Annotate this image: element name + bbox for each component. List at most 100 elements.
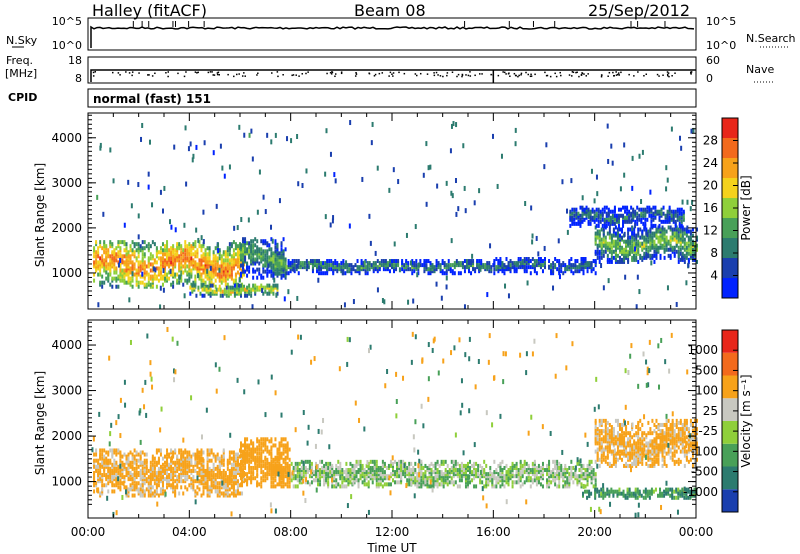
power-cell	[192, 264, 195, 269]
velocity-cell	[278, 443, 281, 448]
nave-point	[509, 75, 511, 77]
velocity-cell	[410, 472, 413, 477]
velocity-cell	[424, 470, 427, 475]
power-cell	[159, 250, 162, 255]
velocity-cell	[448, 474, 451, 479]
power-cell	[143, 268, 146, 273]
velocity-cell	[286, 463, 289, 468]
power-cell	[574, 265, 577, 270]
velocity-cell	[153, 491, 156, 496]
velocity-cell	[121, 475, 124, 480]
nave-point	[276, 71, 279, 73]
power-cell	[601, 207, 604, 212]
power-scatter-cell	[341, 270, 344, 276]
power-cell	[176, 244, 179, 249]
power-cell	[235, 285, 238, 290]
power-cell	[586, 261, 589, 266]
power-cell	[226, 252, 229, 257]
velocity-cell	[190, 481, 193, 486]
velocity-cell	[460, 478, 463, 483]
power-cell	[598, 231, 601, 236]
power-cell	[202, 278, 205, 283]
power-cell	[190, 262, 193, 267]
power-cell	[201, 287, 204, 292]
velocity-cell	[276, 451, 279, 456]
power-cell	[143, 240, 146, 245]
velocity-cell	[392, 472, 394, 477]
velocity-cell	[218, 485, 221, 490]
velocity-cell	[186, 456, 189, 461]
power-scatter-cell	[243, 132, 246, 138]
power-cell	[652, 205, 655, 210]
power-cell	[338, 267, 341, 272]
power-cell	[113, 250, 116, 255]
nave-point	[643, 75, 645, 77]
power-cell	[594, 241, 597, 246]
power-scatter-cell	[178, 274, 181, 280]
power-cell	[111, 252, 114, 257]
velocity-cell	[224, 477, 227, 482]
power-cell	[129, 260, 132, 265]
velocity-cell	[460, 461, 463, 466]
power-scatter-cell	[665, 165, 668, 171]
velocity-cell	[256, 459, 259, 464]
power-cell	[521, 263, 524, 268]
power-cell	[133, 242, 136, 247]
power-scatter-cell	[173, 144, 176, 150]
velocity-cell	[151, 485, 154, 490]
power-cell	[220, 268, 223, 273]
power-cell	[562, 263, 565, 268]
velocity-cell	[396, 470, 399, 475]
power-cell	[679, 237, 682, 242]
power-cell	[252, 243, 255, 248]
power-cell	[613, 221, 616, 226]
power-cell	[571, 211, 574, 216]
velocity-cell	[264, 461, 267, 466]
power-cell	[260, 253, 263, 258]
power-cell	[461, 265, 464, 270]
power-cell	[159, 272, 162, 277]
velocity-cell	[256, 451, 259, 456]
velocity-cell	[418, 480, 421, 485]
velocity-cell	[436, 461, 439, 466]
velocity-cell	[450, 480, 453, 485]
power-scatter-cell	[197, 273, 200, 279]
power-cell	[155, 276, 158, 281]
power-cell	[676, 209, 679, 214]
power-cell	[206, 252, 209, 257]
power-cell	[602, 237, 605, 242]
power-cell	[637, 259, 640, 264]
velocity-cell	[234, 489, 237, 494]
power-cell	[127, 252, 130, 257]
velocity-cell	[166, 485, 169, 490]
velocity-cell	[280, 480, 283, 485]
velocity-cell	[222, 485, 225, 490]
power-cell	[642, 213, 645, 218]
velocity-cell	[278, 468, 281, 473]
power-cell	[201, 293, 204, 298]
power-cell	[248, 285, 251, 290]
power-cell	[649, 243, 652, 248]
power-cell	[111, 258, 114, 263]
velocity-cell	[418, 484, 421, 489]
power-cell	[433, 269, 436, 274]
velocity-cell	[408, 461, 411, 466]
velocity-cell	[93, 462, 96, 467]
velocity-cell	[230, 477, 233, 482]
power-cell	[272, 291, 275, 296]
power-cell	[625, 255, 628, 260]
velocity-cell	[204, 477, 207, 482]
power-cell	[616, 227, 619, 232]
velocity-cell	[347, 470, 350, 475]
nave-point	[633, 75, 635, 77]
power-cell	[435, 259, 438, 264]
power-cell	[599, 211, 602, 216]
power-cell	[129, 280, 132, 285]
power-scatter-cell	[333, 172, 336, 178]
power-cell	[95, 242, 98, 247]
power-cell	[178, 262, 181, 267]
power-cell	[544, 265, 546, 270]
power-scatter-cell	[393, 241, 396, 247]
power-cell	[226, 276, 229, 281]
power-cell	[573, 217, 576, 222]
